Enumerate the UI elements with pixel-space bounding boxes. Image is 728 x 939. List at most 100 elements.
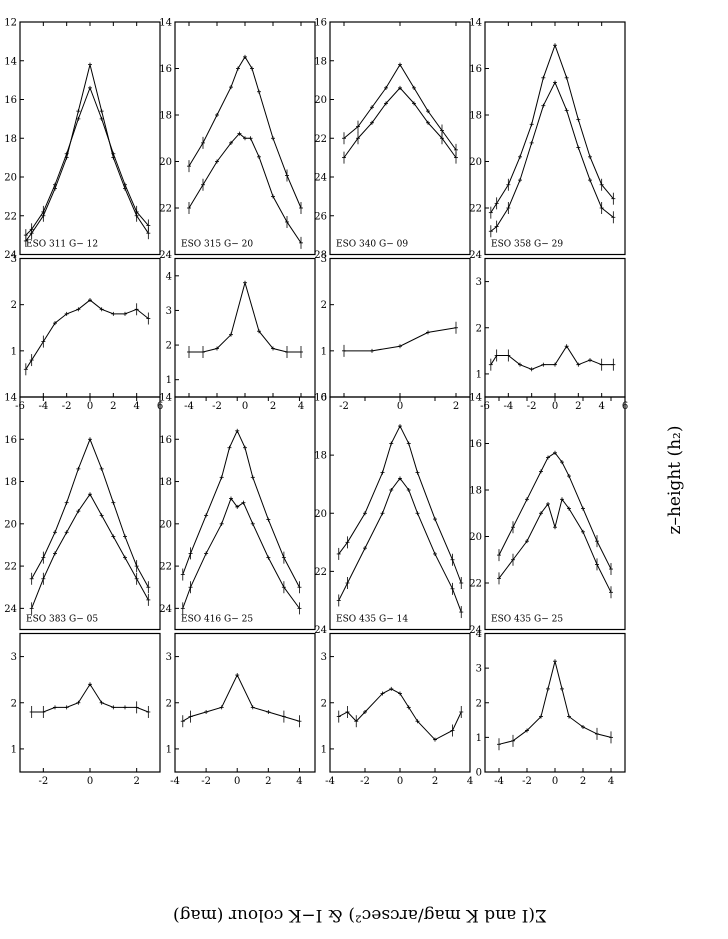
series-line-i — [338, 477, 462, 613]
mag-tick-label: 22 — [4, 562, 17, 573]
mag-tick-label: 16 — [4, 95, 17, 106]
series-line-k — [338, 424, 462, 584]
mag-tick-label: 24 — [4, 604, 17, 615]
mag-tick-label: 22 — [314, 567, 327, 578]
mag-tick-label: 22 — [4, 211, 17, 222]
series-line-k — [188, 55, 302, 209]
series-line-k — [490, 43, 614, 213]
x-tick-label: -2 — [62, 401, 72, 412]
x-tick-label: 0 — [242, 401, 248, 412]
colour-tick-label: 2 — [166, 698, 172, 709]
mag-frame-2 — [329, 21, 471, 256]
mag-tick-label: 18 — [159, 111, 172, 122]
colour-tick-label: 3 — [11, 254, 17, 265]
series-line-ik — [189, 280, 301, 353]
colour-frame-3 — [484, 257, 626, 398]
colour-frame-0 — [19, 257, 161, 398]
colour-tick-label: 3 — [321, 254, 327, 265]
mag-tick-label: 24 — [4, 250, 17, 261]
mag-tick-label: 16 — [159, 435, 172, 446]
x-tick-label: 0 — [234, 776, 240, 787]
x-tick-label: -4 — [325, 776, 335, 787]
galaxy-name-5: ESO 416 G− 25 — [181, 615, 253, 625]
mag-tick-label: 18 — [314, 451, 327, 462]
series-line-ik — [31, 683, 149, 713]
mag-tick-label: 18 — [4, 134, 17, 145]
x-tick-label: -4 — [170, 776, 180, 787]
mag-tick-label: 16 — [314, 18, 327, 29]
mag-tick-label: 20 — [469, 157, 482, 168]
colour-frame-5 — [174, 632, 316, 773]
colour-tick-label: 1 — [476, 369, 482, 380]
x-tick-label: -2 — [212, 401, 222, 412]
colour-tick-label: 2 — [321, 300, 327, 311]
colour-tick-label: 1 — [476, 733, 482, 744]
colour-tick-label: 2 — [11, 300, 17, 311]
mag-tick-label: 16 — [4, 435, 17, 446]
x-tick-label: -2 — [38, 776, 48, 787]
series-line-ik — [338, 688, 462, 741]
galaxy-name-0: ESO 311 G− 12 — [26, 240, 98, 250]
colour-frame-6 — [329, 632, 471, 773]
mag-tick-label: 24 — [159, 604, 172, 615]
colour-tick-label: 2 — [476, 698, 482, 709]
colour-tick-label: 3 — [166, 306, 172, 317]
series-line-i — [25, 86, 149, 236]
series-line-ik — [498, 661, 612, 745]
galaxy-name-7: ESO 435 G− 25 — [491, 615, 563, 625]
colour-tick-label: 3 — [476, 664, 482, 675]
y-axis-label: Σ(I and K mag/arcsec²) & I−K colour (mag… — [173, 905, 547, 925]
x-tick-label: 0 — [87, 401, 93, 412]
mag-tick-label: 14 — [4, 56, 17, 67]
mag-tick-label: 16 — [469, 439, 482, 450]
mag-tick-label: 24 — [469, 250, 482, 261]
galaxy-name-6: ESO 435 G− 14 — [336, 615, 408, 625]
mag-tick-label: 16 — [314, 393, 327, 404]
x-tick-label: 0 — [87, 776, 93, 787]
colour-frame-4 — [19, 632, 161, 773]
mag-frame-4 — [19, 396, 161, 631]
mag-tick-label: 22 — [159, 562, 172, 573]
mag-tick-label: 20 — [469, 532, 482, 543]
colour-tick-label: 3 — [476, 277, 482, 288]
mag-tick-label: 18 — [469, 486, 482, 497]
x-tick-label: -2 — [522, 776, 532, 787]
mag-tick-label: 14 — [159, 18, 172, 29]
series-line-i — [490, 81, 614, 232]
mag-tick-label: 24 — [314, 625, 327, 636]
x-tick-label: 4 — [133, 401, 139, 412]
x-tick-label: -2 — [201, 776, 211, 787]
colour-tick-label: 1 — [166, 744, 172, 755]
mag-tick-label: 22 — [314, 134, 327, 145]
mag-tick-label: 24 — [314, 173, 327, 184]
mag-tick-label: 18 — [469, 111, 482, 122]
mag-tick-label: 18 — [314, 56, 327, 67]
galaxy-name-1: ESO 315 G− 20 — [181, 240, 253, 250]
x-tick-label: 2 — [580, 776, 586, 787]
mag-tick-label: 18 — [159, 477, 172, 488]
colour-tick-label: 3 — [11, 652, 17, 663]
colour-frame-7 — [484, 632, 626, 773]
x-tick-label: 4 — [296, 776, 302, 787]
colour-tick-label: 2 — [11, 698, 17, 709]
colour-tick-label: 3 — [166, 652, 172, 663]
colour-tick-label: 0 — [476, 768, 482, 779]
colour-tick-label: 1 — [321, 346, 327, 357]
mag-tick-label: 12 — [4, 18, 17, 29]
mag-tick-label: 14 — [469, 393, 482, 404]
mag-frame-6 — [329, 396, 471, 631]
x-tick-label: 2 — [453, 401, 459, 412]
mag-frame-5 — [174, 396, 316, 631]
mag-frame-3 — [484, 21, 626, 256]
galaxy-name-3: ESO 358 G− 29 — [491, 240, 563, 250]
x-tick-label: 2 — [432, 776, 438, 787]
colour-frame-1 — [174, 257, 316, 398]
colour-tick-label: 1 — [11, 346, 17, 357]
x-tick-label: -4 — [503, 401, 513, 412]
colour-tick-label: 1 — [166, 375, 172, 386]
